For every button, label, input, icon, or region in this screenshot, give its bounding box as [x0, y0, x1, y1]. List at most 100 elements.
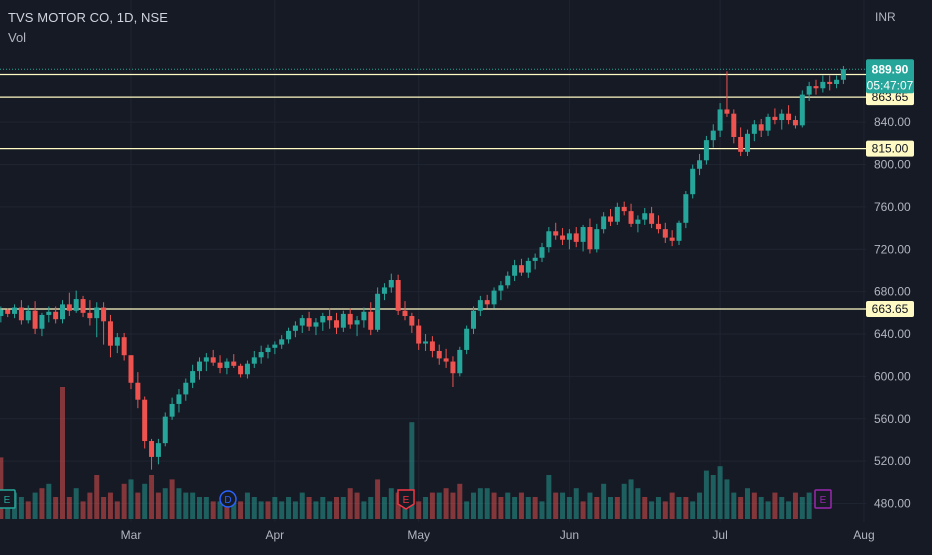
volume-bar [525, 497, 531, 519]
candle-body [46, 311, 52, 315]
last-price-value: 889.90 [872, 62, 909, 76]
chart-legend: TVS MOTOR CO, 1D, NSE Vol [8, 10, 168, 45]
volume-bar [792, 492, 798, 519]
candle-body [347, 313, 353, 325]
candle-body [292, 325, 298, 331]
candle-body [724, 109, 730, 114]
volume-bar [409, 422, 415, 519]
currency-label: INR [875, 10, 896, 24]
candle-body [799, 94, 805, 126]
candle-body [395, 280, 401, 311]
volume-bar [806, 492, 812, 519]
volume-bar [53, 497, 59, 519]
volume-bar [18, 497, 24, 519]
event-earnings-past-marker[interactable] [0, 489, 16, 509]
candle-body [690, 168, 696, 195]
candle-body [512, 265, 518, 276]
volume-bar [642, 497, 648, 519]
event-earnings-upcoming-marker[interactable] [814, 489, 832, 509]
volume-bar [464, 501, 470, 519]
candle-body [827, 81, 833, 85]
symbol-title[interactable]: TVS MOTOR CO, 1D, NSE [8, 10, 169, 25]
candlesticks [0, 66, 846, 470]
candle-body [375, 293, 381, 330]
volume-bar [436, 492, 442, 519]
volume-bar [306, 497, 312, 519]
candle-body [361, 311, 367, 321]
volume-bar [224, 501, 230, 519]
volume-bar [724, 479, 730, 519]
candle-body [635, 219, 641, 224]
volume-bar [662, 501, 668, 519]
volume-bar [710, 475, 716, 519]
candle-body [251, 357, 257, 364]
candle-body [334, 320, 339, 328]
level-label-text: 863.65 [872, 90, 909, 104]
candle-body [80, 299, 86, 313]
candle-body [176, 394, 182, 404]
price-tick-label: 520.00 [874, 454, 911, 468]
candle-body [306, 318, 312, 327]
candle-body [0, 309, 4, 317]
price-tick-label: 800.00 [874, 158, 911, 172]
candle-body [745, 133, 750, 152]
volume-bar [429, 492, 435, 519]
event-dividend-marker[interactable] [219, 490, 237, 508]
volume-bar [368, 497, 374, 519]
candle-body [94, 307, 100, 319]
candle-body [813, 86, 819, 89]
candle-body [272, 344, 278, 348]
volume-bar [690, 501, 696, 519]
volume-bar [334, 497, 339, 519]
candle-body [60, 304, 65, 320]
volume-bar [388, 488, 394, 519]
volume-bar [649, 501, 655, 519]
volume-bar [731, 492, 737, 519]
event-symbol-text: E [4, 495, 11, 506]
volume-bar [539, 501, 545, 519]
volume-bar [786, 501, 792, 519]
volume-bar [101, 497, 107, 519]
event-symbol-text: E [820, 495, 827, 506]
volume-bar [347, 488, 353, 519]
candle-body [32, 310, 38, 329]
time-tick-label: Jul [712, 528, 727, 542]
candle-body [135, 382, 141, 400]
candle-body [286, 330, 292, 340]
candle-body [87, 312, 93, 319]
candle-body [786, 113, 792, 121]
volume-bar [580, 501, 586, 519]
price-tick-label: 840.00 [874, 115, 911, 129]
candle-body [142, 399, 148, 442]
level-label-box [866, 300, 914, 317]
candle-body [539, 247, 545, 258]
volume-bar [107, 492, 113, 519]
volume-bar [354, 492, 360, 519]
volume-bar [87, 492, 93, 519]
event-earnings-marker[interactable] [397, 489, 415, 510]
volume-indicator-label[interactable]: Vol [8, 30, 27, 45]
time-tick-label: Jun [560, 528, 579, 542]
volume-bar [717, 466, 723, 519]
volume-bar [621, 483, 627, 519]
candle-body [683, 194, 689, 223]
candle-body [39, 314, 45, 329]
candle-body [238, 365, 244, 375]
volume-bar [676, 497, 682, 519]
volume-bar [286, 497, 292, 519]
candle-body [162, 416, 168, 444]
price-axis[interactable]: 480.00 520.00 560.00 600.00 640.00 680.00 720.… [874, 10, 911, 511]
time-axis[interactable]: Mar Apr May Jun Jul Aug [121, 528, 875, 542]
candle-body [464, 328, 470, 350]
volume-bar [340, 497, 346, 519]
volume-bar [628, 479, 634, 519]
price-tick-label: 600.00 [874, 369, 911, 383]
volume-bar [765, 501, 771, 519]
volume-bar [477, 488, 483, 519]
price-tick-label: 680.00 [874, 285, 911, 299]
horizontal-levels[interactable] [0, 68, 866, 310]
candle-body [518, 265, 524, 273]
